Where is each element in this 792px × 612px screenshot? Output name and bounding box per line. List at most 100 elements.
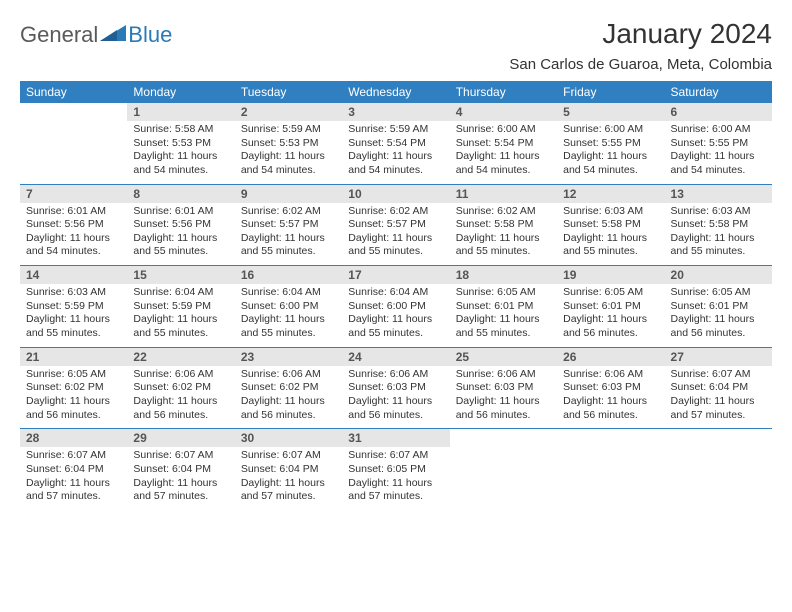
day-body: Sunrise: 6:00 AMSunset: 5:55 PMDaylight:…: [665, 121, 772, 184]
sunset-line: Sunset: 6:04 PM: [133, 463, 228, 477]
day-number: 1: [127, 103, 234, 121]
sunrise-line: Sunrise: 6:06 AM: [348, 368, 443, 382]
sunrise-line: Sunrise: 6:06 AM: [456, 368, 551, 382]
day-body: Sunrise: 6:06 AMSunset: 6:03 PMDaylight:…: [342, 366, 449, 429]
day-number: 16: [235, 265, 342, 284]
day-body: Sunrise: 6:07 AMSunset: 6:04 PMDaylight:…: [235, 447, 342, 510]
sunrise-line: Sunrise: 6:04 AM: [348, 286, 443, 300]
daylight-line: Daylight: 11 hours and 55 minutes.: [241, 313, 336, 340]
day-body-empty: [20, 121, 127, 181]
calendar-cell: 13Sunrise: 6:03 AMSunset: 5:58 PMDayligh…: [665, 184, 772, 266]
sunrise-line: Sunrise: 5:59 AM: [348, 123, 443, 137]
day-body: Sunrise: 6:07 AMSunset: 6:04 PMDaylight:…: [127, 447, 234, 510]
daylight-line: Daylight: 11 hours and 55 minutes.: [671, 232, 766, 259]
calendar-cell: 1Sunrise: 5:58 AMSunset: 5:53 PMDaylight…: [127, 103, 234, 184]
day-number: 27: [665, 347, 772, 366]
weekday-header: Monday: [127, 81, 234, 103]
calendar-cell: [450, 428, 557, 510]
sunrise-line: Sunrise: 6:00 AM: [456, 123, 551, 137]
day-body: Sunrise: 5:58 AMSunset: 5:53 PMDaylight:…: [127, 121, 234, 184]
day-body: Sunrise: 6:04 AMSunset: 5:59 PMDaylight:…: [127, 284, 234, 347]
sunset-line: Sunset: 6:04 PM: [26, 463, 121, 477]
sunrise-line: Sunrise: 5:58 AM: [133, 123, 228, 137]
daylight-line: Daylight: 11 hours and 56 minutes.: [671, 313, 766, 340]
day-body: Sunrise: 6:00 AMSunset: 5:55 PMDaylight:…: [557, 121, 664, 184]
sunrise-line: Sunrise: 6:04 AM: [241, 286, 336, 300]
calendar-cell: 5Sunrise: 6:00 AMSunset: 5:55 PMDaylight…: [557, 103, 664, 184]
calendar-cell: 18Sunrise: 6:05 AMSunset: 6:01 PMDayligh…: [450, 265, 557, 347]
daylight-line: Daylight: 11 hours and 57 minutes.: [133, 477, 228, 504]
day-number: 22: [127, 347, 234, 366]
sunrise-line: Sunrise: 6:06 AM: [241, 368, 336, 382]
calendar-cell: 11Sunrise: 6:02 AMSunset: 5:58 PMDayligh…: [450, 184, 557, 266]
sunrise-line: Sunrise: 6:01 AM: [133, 205, 228, 219]
day-body: Sunrise: 6:03 AMSunset: 5:58 PMDaylight:…: [665, 203, 772, 266]
sunset-line: Sunset: 5:58 PM: [671, 218, 766, 232]
day-body-empty: [557, 446, 664, 506]
daylight-line: Daylight: 11 hours and 57 minutes.: [26, 477, 121, 504]
sunrise-line: Sunrise: 6:07 AM: [133, 449, 228, 463]
calendar-row: 1Sunrise: 5:58 AMSunset: 5:53 PMDaylight…: [20, 103, 772, 184]
daylight-line: Daylight: 11 hours and 56 minutes.: [26, 395, 121, 422]
daylight-line: Daylight: 11 hours and 54 minutes.: [348, 150, 443, 177]
day-body: Sunrise: 6:01 AMSunset: 5:56 PMDaylight:…: [127, 203, 234, 266]
day-number: 5: [557, 103, 664, 121]
daylight-line: Daylight: 11 hours and 56 minutes.: [563, 395, 658, 422]
daylight-line: Daylight: 11 hours and 54 minutes.: [671, 150, 766, 177]
sunset-line: Sunset: 6:00 PM: [348, 300, 443, 314]
sunset-line: Sunset: 6:03 PM: [456, 381, 551, 395]
sunrise-line: Sunrise: 6:02 AM: [241, 205, 336, 219]
daylight-line: Daylight: 11 hours and 55 minutes.: [348, 232, 443, 259]
sunrise-line: Sunrise: 6:04 AM: [133, 286, 228, 300]
day-number: 2: [235, 103, 342, 121]
daylight-line: Daylight: 11 hours and 55 minutes.: [26, 313, 121, 340]
calendar-cell: 10Sunrise: 6:02 AMSunset: 5:57 PMDayligh…: [342, 184, 449, 266]
sunset-line: Sunset: 6:02 PM: [26, 381, 121, 395]
sunset-line: Sunset: 5:54 PM: [456, 137, 551, 151]
brand-text-general: General: [20, 22, 98, 48]
sunrise-line: Sunrise: 6:07 AM: [348, 449, 443, 463]
sunrise-line: Sunrise: 6:06 AM: [563, 368, 658, 382]
sunset-line: Sunset: 5:54 PM: [348, 137, 443, 151]
day-body: Sunrise: 6:06 AMSunset: 6:02 PMDaylight:…: [127, 366, 234, 429]
sunset-line: Sunset: 5:59 PM: [26, 300, 121, 314]
calendar-cell: 24Sunrise: 6:06 AMSunset: 6:03 PMDayligh…: [342, 347, 449, 429]
sunset-line: Sunset: 5:57 PM: [241, 218, 336, 232]
day-number: 29: [127, 428, 234, 447]
daylight-line: Daylight: 11 hours and 56 minutes.: [133, 395, 228, 422]
daylight-line: Daylight: 11 hours and 54 minutes.: [26, 232, 121, 259]
day-body: Sunrise: 6:02 AMSunset: 5:57 PMDaylight:…: [342, 203, 449, 266]
sunset-line: Sunset: 6:01 PM: [563, 300, 658, 314]
calendar-cell: 19Sunrise: 6:05 AMSunset: 6:01 PMDayligh…: [557, 265, 664, 347]
sunrise-line: Sunrise: 6:05 AM: [563, 286, 658, 300]
calendar-cell: 16Sunrise: 6:04 AMSunset: 6:00 PMDayligh…: [235, 265, 342, 347]
calendar-cell: 14Sunrise: 6:03 AMSunset: 5:59 PMDayligh…: [20, 265, 127, 347]
day-body: Sunrise: 6:05 AMSunset: 6:02 PMDaylight:…: [20, 366, 127, 429]
header: General Blue January 2024 San Carlos de …: [20, 18, 772, 73]
weekday-header: Thursday: [450, 81, 557, 103]
sunrise-line: Sunrise: 6:05 AM: [26, 368, 121, 382]
calendar-cell: 17Sunrise: 6:04 AMSunset: 6:00 PMDayligh…: [342, 265, 449, 347]
sunset-line: Sunset: 6:02 PM: [241, 381, 336, 395]
daylight-line: Daylight: 11 hours and 54 minutes.: [241, 150, 336, 177]
calendar-cell: 29Sunrise: 6:07 AMSunset: 6:04 PMDayligh…: [127, 428, 234, 510]
daylight-line: Daylight: 11 hours and 57 minutes.: [348, 477, 443, 504]
sunset-line: Sunset: 5:58 PM: [563, 218, 658, 232]
day-number-empty: [20, 103, 127, 121]
sunrise-line: Sunrise: 6:07 AM: [671, 368, 766, 382]
day-number: 11: [450, 184, 557, 203]
day-number: 10: [342, 184, 449, 203]
calendar-cell: 25Sunrise: 6:06 AMSunset: 6:03 PMDayligh…: [450, 347, 557, 429]
day-number: 7: [20, 184, 127, 203]
brand-logo: General Blue: [20, 18, 172, 48]
sunset-line: Sunset: 6:03 PM: [563, 381, 658, 395]
weekday-header: Tuesday: [235, 81, 342, 103]
calendar-cell: 6Sunrise: 6:00 AMSunset: 5:55 PMDaylight…: [665, 103, 772, 184]
sunset-line: Sunset: 5:56 PM: [133, 218, 228, 232]
day-number: 28: [20, 428, 127, 447]
day-body-empty: [450, 446, 557, 506]
sunset-line: Sunset: 6:05 PM: [348, 463, 443, 477]
calendar-cell: 4Sunrise: 6:00 AMSunset: 5:54 PMDaylight…: [450, 103, 557, 184]
sunset-line: Sunset: 5:59 PM: [133, 300, 228, 314]
daylight-line: Daylight: 11 hours and 56 minutes.: [456, 395, 551, 422]
